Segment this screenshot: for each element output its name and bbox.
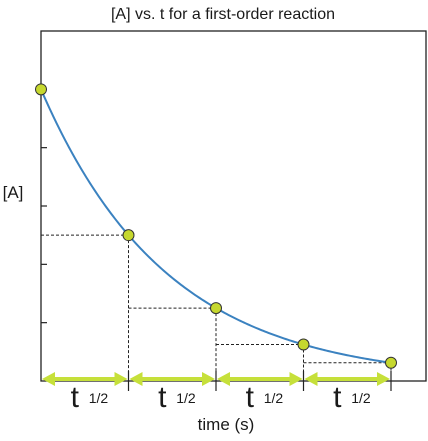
chart-title: [A] vs. t for a first-order reaction <box>111 6 335 23</box>
x-axis-label: time (s) <box>198 415 255 434</box>
decay-curve <box>40 88 392 364</box>
half-life-subscript: 1/2 <box>176 390 196 406</box>
arrow-head-right <box>289 372 303 386</box>
half-life-arrow: t 1/2 <box>129 371 217 414</box>
arrow-head-left <box>42 372 55 386</box>
y-axis-ticks <box>41 88 47 324</box>
half-life-arrow: t 1/2 <box>217 371 305 414</box>
half-life-label: t <box>158 381 167 414</box>
half-life-label: t <box>71 381 80 414</box>
half-life-arrows: t 1/2 t 1/2 t 1/2 t 1/2 <box>42 371 392 414</box>
y-axis-label: [A] <box>3 183 24 202</box>
half-life-label: t <box>246 381 255 414</box>
arrow-head-left <box>129 372 143 386</box>
half-life-subscript: 1/2 <box>264 390 284 406</box>
half-life-subscript: 1/2 <box>89 390 109 406</box>
data-point <box>122 229 135 242</box>
data-point <box>35 83 47 96</box>
half-life-label: t <box>333 381 342 414</box>
arrow-head-left <box>304 372 318 386</box>
arrow-head-right <box>114 372 128 386</box>
half-life-arrow: t 1/2 <box>304 371 392 414</box>
plot-frame <box>40 30 427 382</box>
arrow-head-left <box>217 372 230 386</box>
data-point <box>385 356 397 369</box>
half-life-subscript: 1/2 <box>351 390 371 406</box>
decay-curve-group <box>40 88 392 364</box>
data-point <box>210 302 222 315</box>
arrow-head-right <box>377 372 390 386</box>
data-points <box>35 83 397 369</box>
data-point <box>297 338 310 351</box>
half-life-arrow: t 1/2 <box>42 371 130 414</box>
arrow-head-right <box>202 372 215 386</box>
